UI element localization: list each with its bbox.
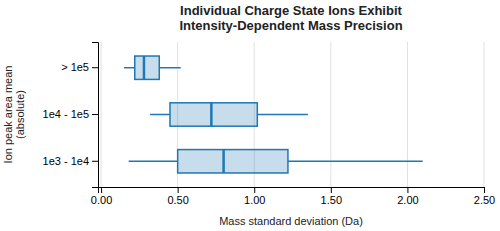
x-tick-label: 0.50	[167, 194, 188, 206]
whisker-low	[124, 67, 135, 69]
y-tick: 1e3 - 1e4	[43, 155, 98, 167]
y-tick-label: 1e4 - 1e5	[43, 108, 89, 120]
x-axis-title: Mass standard deviation (Da)	[219, 215, 363, 227]
y-tick: > 1e5	[61, 61, 98, 73]
y-tick: 1e4 - 1e5	[43, 108, 98, 120]
whisker-high	[288, 161, 423, 163]
y-axis-title-line: (absolute)	[14, 90, 26, 139]
y-tick-label: > 1e5	[61, 61, 89, 73]
x-tick: 2.00	[397, 187, 418, 206]
x-tick-label: 2.00	[397, 194, 418, 206]
x-tick-label: 1.50	[321, 194, 342, 206]
grid	[101, 42, 484, 187]
x-tick-label: 2.50	[474, 194, 495, 206]
x-tick: 0.50	[167, 187, 188, 206]
grid-line	[407, 42, 408, 187]
median	[222, 150, 225, 173]
whisker-high	[257, 114, 308, 116]
box-body	[170, 103, 257, 126]
x-tick: 2.50	[474, 187, 495, 206]
title-line: Individual Charge State Ions Exhibit	[180, 3, 402, 18]
grid-line	[101, 42, 102, 187]
y-axis-line	[92, 43, 99, 188]
x-tick-mark	[178, 187, 179, 193]
box-body	[135, 56, 160, 79]
grid-line	[330, 42, 331, 187]
marks	[124, 56, 423, 173]
box-body	[178, 150, 288, 173]
x-axis-line	[99, 188, 485, 194]
whisker-low	[150, 114, 170, 116]
x-tick: 1.00	[244, 187, 265, 206]
x-tick-mark	[254, 187, 255, 193]
y-tick-mark	[92, 161, 98, 162]
median	[210, 103, 213, 126]
chart: 0.00 0.50 1.00 1.50 2.00 2.50 > 1e5 1e4 - 1e5 1e…	[0, 0, 500, 231]
box	[129, 150, 423, 173]
x-tick-mark	[331, 187, 332, 193]
whisker-low	[129, 161, 178, 163]
x-tick-label: 1.00	[244, 194, 265, 206]
x-tick: 1.50	[321, 187, 342, 206]
box	[150, 103, 308, 126]
y-axis-title-line: Ion peak area mean	[2, 66, 14, 164]
median	[143, 56, 146, 79]
whisker-high	[159, 67, 180, 69]
title: Individual Charge State Ions ExhibitInte…	[179, 3, 402, 33]
y-tick-mark	[92, 114, 98, 115]
y-tick-label: 1e3 - 1e4	[43, 155, 89, 167]
x-tick: 0.00	[91, 187, 112, 206]
y-tick-mark	[92, 67, 98, 68]
x-tick-label: 0.00	[91, 194, 112, 206]
x-tick-mark	[407, 187, 408, 193]
y-axis-title: Ion peak area mean(absolute)	[2, 66, 26, 164]
x-tick-mark	[101, 187, 102, 193]
y-axis: > 1e5 1e4 - 1e5 1e3 - 1e4	[43, 43, 99, 188]
plot-area: 0.00 0.50 1.00 1.50 2.00 2.50 > 1e5 1e4 - 1e5 1e…	[43, 42, 496, 206]
title-line: Intensity-Dependent Mass Precision	[179, 18, 402, 33]
x-tick-mark	[484, 187, 485, 193]
box	[124, 56, 181, 79]
grid-line	[484, 42, 485, 187]
x-axis: 0.00 0.50 1.00 1.50 2.00 2.50	[91, 187, 495, 206]
